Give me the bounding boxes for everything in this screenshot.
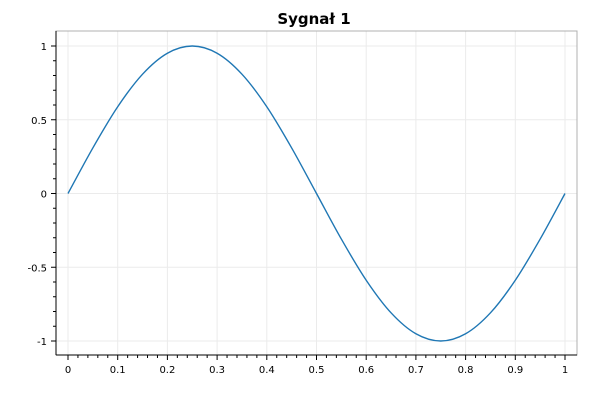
series-group (67, 45, 566, 342)
data-point (192, 45, 193, 46)
data-point (167, 53, 168, 54)
series-line-1 (67, 45, 566, 342)
x-tick-label: 0.4 (259, 365, 275, 376)
data-point (142, 74, 143, 75)
y-tick-label: 0.5 (31, 116, 47, 127)
chart-title: Sygnał 1 (277, 10, 350, 28)
data-point (67, 193, 68, 194)
x-tick-label: 0.3 (209, 365, 225, 376)
x-tick-label: 0.7 (408, 365, 424, 376)
data-point (92, 147, 93, 148)
data-point (490, 312, 491, 313)
data-point (440, 340, 441, 341)
data-point (515, 280, 516, 281)
data-point (415, 333, 416, 334)
data-point (266, 106, 267, 107)
data-point (217, 53, 218, 54)
y-tick-label: 1 (41, 42, 47, 53)
data-point (366, 280, 367, 281)
data-point (241, 74, 242, 75)
y-tick-label: -1 (37, 337, 47, 348)
x-tick-label: 0.1 (110, 365, 126, 376)
data-point (117, 106, 118, 107)
axes: 0 0.1 0.2 0.3 0.4 0.5 0.6 0.7 0.8 0.9 1 1 0.5 0 -0.5 -1 (27, 31, 577, 376)
x-tick-label: 0.8 (458, 365, 474, 376)
data-point (390, 312, 391, 313)
x-tick-label: 0.6 (358, 365, 374, 376)
data-point (316, 193, 317, 194)
data-point (341, 238, 342, 239)
x-tick-label: 1 (562, 365, 568, 376)
data-point (540, 238, 541, 239)
x-tick-label: 0 (65, 365, 71, 376)
data-point (291, 147, 292, 148)
y-tick-label: -0.5 (27, 263, 47, 274)
x-tick-label: 0.5 (309, 365, 325, 376)
y-tick-label: 0 (41, 190, 47, 201)
data-point (564, 193, 565, 194)
x-tick-label: 0.2 (159, 365, 175, 376)
data-point (465, 333, 466, 334)
x-tick-label: 0.9 (507, 365, 523, 376)
